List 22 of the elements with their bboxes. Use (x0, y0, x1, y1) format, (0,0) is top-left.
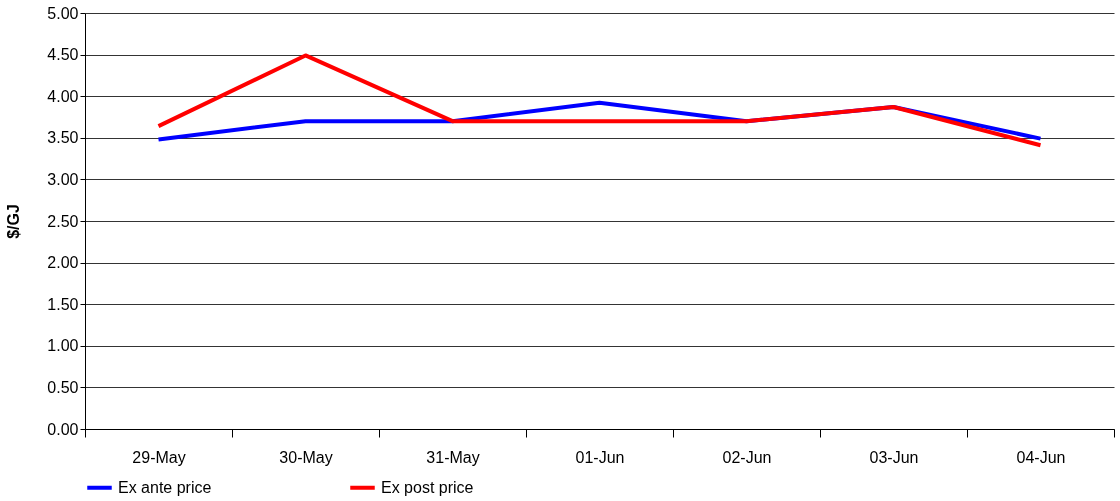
x-tick-label: 29-May (132, 448, 186, 466)
y-tick-label: 5.00 (47, 4, 79, 22)
x-tick-label: 30-May (279, 448, 333, 466)
y-tick-label: 0.00 (47, 420, 79, 438)
x-tick-label: 04-Jun (1016, 448, 1066, 466)
y-tick-label: 4.00 (47, 87, 79, 105)
y-tick-label: 4.50 (47, 46, 79, 64)
y-tick-label: 1.50 (47, 295, 79, 313)
x-tick-label: 03-Jun (869, 448, 919, 466)
legend-label: Ex post price (381, 478, 474, 496)
y-tick-label: 2.50 (47, 212, 79, 230)
x-tick-label: 02-Jun (722, 448, 772, 466)
line-series (156, 53, 1043, 148)
y-tick-label: 1.00 (47, 337, 79, 355)
y-axis-title: $/GJ (5, 204, 23, 239)
y-tick-label: 0.50 (47, 378, 79, 396)
x-tick-label: 01-Jun (575, 448, 625, 466)
y-tick-label: 3.00 (47, 170, 79, 188)
x-tick-label: 31-May (426, 448, 480, 466)
legend-label: Ex ante price (118, 478, 212, 496)
y-tick-label: 2.00 (47, 254, 79, 272)
y-tick-label: 3.50 (47, 129, 79, 147)
